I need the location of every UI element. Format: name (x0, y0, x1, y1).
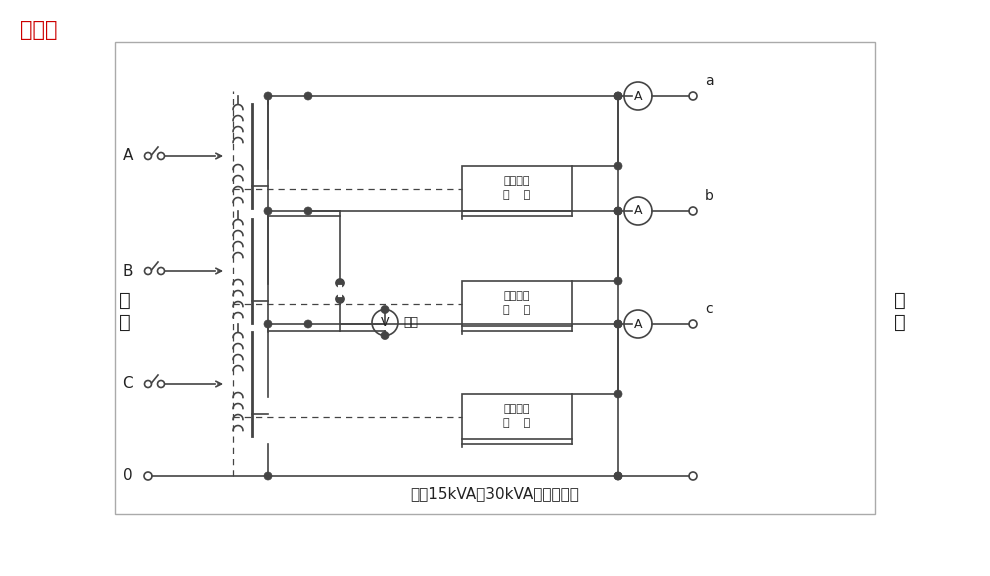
Text: 0: 0 (124, 468, 133, 483)
Text: 取样控制: 取样控制 (504, 291, 531, 301)
Text: 电    路: 电 路 (503, 305, 531, 316)
Text: 电    路: 电 路 (503, 191, 531, 200)
Circle shape (614, 207, 622, 215)
Circle shape (145, 381, 151, 388)
Circle shape (381, 320, 389, 328)
Text: 输出: 输出 (403, 316, 418, 329)
Text: A: A (634, 204, 643, 218)
Text: c: c (705, 302, 713, 316)
Circle shape (144, 472, 152, 480)
Text: 取样控制: 取样控制 (504, 176, 531, 187)
Bar (115, 42, 875, 514)
Text: B: B (123, 263, 133, 279)
Bar (462, 394, 572, 439)
Circle shape (624, 197, 652, 225)
Circle shape (264, 207, 272, 215)
Text: 接线图: 接线图 (20, 20, 57, 40)
Circle shape (336, 279, 344, 287)
Circle shape (614, 320, 622, 328)
Circle shape (157, 267, 164, 275)
Circle shape (372, 309, 398, 335)
Text: a: a (705, 74, 714, 88)
Circle shape (157, 153, 164, 160)
Circle shape (624, 310, 652, 338)
Circle shape (614, 472, 622, 480)
Circle shape (145, 153, 151, 160)
Circle shape (381, 305, 389, 313)
Circle shape (157, 381, 164, 388)
Circle shape (264, 320, 272, 328)
Bar (462, 281, 572, 326)
Circle shape (304, 320, 312, 328)
Text: A: A (123, 149, 133, 164)
Circle shape (689, 92, 697, 100)
Circle shape (614, 320, 622, 328)
Circle shape (689, 207, 697, 215)
Circle shape (689, 472, 697, 480)
Circle shape (145, 267, 151, 275)
Circle shape (381, 332, 389, 339)
Circle shape (336, 279, 344, 287)
Text: b: b (705, 189, 714, 203)
Text: 输
入: 输 入 (119, 290, 131, 332)
Circle shape (614, 277, 622, 285)
Text: 电    路: 电 路 (503, 419, 531, 429)
Circle shape (614, 472, 622, 480)
Text: A: A (634, 89, 643, 103)
Circle shape (264, 472, 272, 480)
Circle shape (304, 92, 312, 100)
Circle shape (264, 92, 272, 100)
Text: 取样控制: 取样控制 (504, 404, 531, 415)
Circle shape (614, 207, 622, 215)
Circle shape (614, 92, 622, 100)
Text: A: A (634, 317, 643, 331)
Circle shape (336, 295, 344, 303)
Circle shape (624, 82, 652, 110)
Circle shape (304, 207, 312, 215)
Circle shape (689, 320, 697, 328)
Bar (462, 166, 572, 211)
Circle shape (336, 295, 344, 303)
Circle shape (614, 390, 622, 398)
Circle shape (381, 327, 389, 335)
Text: 三相15kVA～30kVA电气原理图: 三相15kVA～30kVA电气原理图 (411, 487, 579, 502)
Text: 输
出: 输 出 (894, 290, 906, 332)
Circle shape (614, 162, 622, 170)
Circle shape (614, 92, 622, 100)
Text: V: V (381, 316, 389, 329)
Text: C: C (123, 377, 133, 392)
